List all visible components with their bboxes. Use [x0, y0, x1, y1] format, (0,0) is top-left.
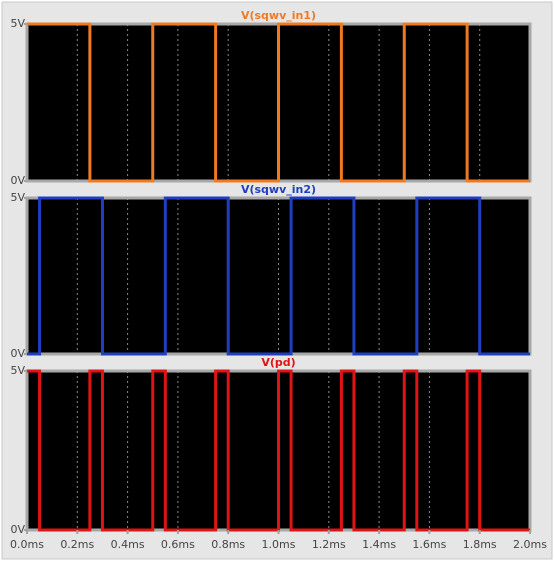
trace-title: V(sqwv_in2) [241, 183, 316, 196]
y-tick-label: 5V [10, 191, 25, 204]
trace [27, 369, 530, 532]
x-tick-label: 1.2ms [312, 538, 346, 551]
trace-title: V(pd) [261, 356, 295, 369]
x-tick-label: 0.6ms [161, 538, 195, 551]
x-tick-label: 0.8ms [211, 538, 245, 551]
y-tick-label: 0V [10, 523, 25, 536]
x-tick-label: 0.4ms [111, 538, 145, 551]
y-tick-label: 0V [10, 174, 25, 187]
y-tick-label: 0V [10, 347, 25, 360]
x-tick-label: 2.0ms [513, 538, 547, 551]
y-tick-label: 5V [10, 17, 25, 30]
x-tick-label: 1.0ms [262, 538, 296, 551]
x-tick-label: 0.2ms [60, 538, 94, 551]
trace-title: V(sqwv_in1) [241, 9, 316, 22]
x-tick-label: 0.0ms [10, 538, 44, 551]
x-tick-label: 1.8ms [463, 538, 497, 551]
trace [27, 196, 530, 356]
y-tick-label: 5V [10, 364, 25, 377]
x-tick-label: 1.4ms [362, 538, 396, 551]
x-tick-label: 1.6ms [412, 538, 446, 551]
trace [27, 22, 530, 183]
